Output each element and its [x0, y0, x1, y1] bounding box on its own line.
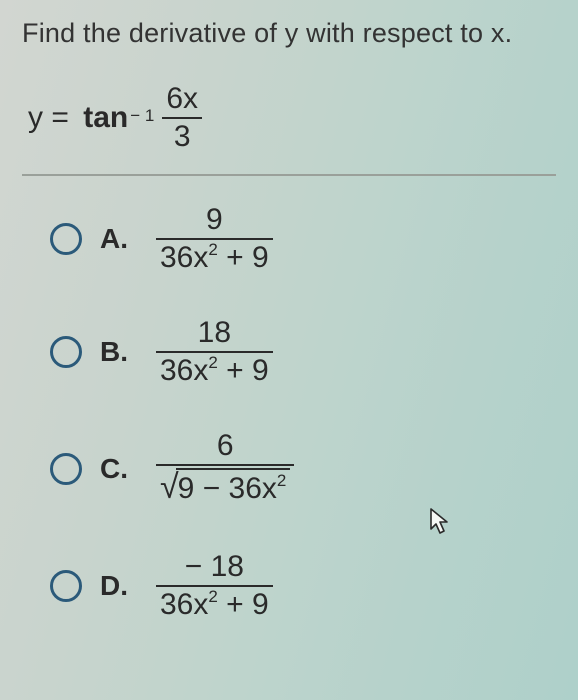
fraction-bar [162, 117, 202, 119]
given-equation: y = tan − 1 6x 3 [28, 83, 556, 152]
equation-fraction: 6x 3 [162, 83, 202, 152]
option-b[interactable]: B. 18 36x2 + 9 [50, 317, 556, 386]
answer-options: A. 9 36x2 + 9 B. 18 36x2 [50, 204, 556, 620]
radio-icon[interactable] [50, 570, 82, 602]
option-d[interactable]: D. − 18 36x2 + 9 [50, 551, 556, 620]
option-c[interactable]: C. 6 √ 9 − 36x2 [50, 430, 556, 507]
radio-icon[interactable] [50, 336, 82, 368]
radio-icon[interactable] [50, 453, 82, 485]
fraction-numerator: 6x [162, 83, 202, 115]
equation-lhs: y = [28, 101, 69, 135]
option-label: A. [100, 223, 132, 255]
option-expression: 18 36x2 + 9 [156, 317, 273, 386]
option-label: B. [100, 336, 132, 368]
equation-function: tan [83, 101, 128, 135]
option-label: D. [100, 570, 132, 602]
equation-exponent: − 1 [130, 106, 154, 126]
option-expression: − 18 36x2 + 9 [156, 551, 273, 620]
square-root: √ 9 − 36x2 [160, 468, 290, 508]
question-panel: Find the derivative of y with respect to… [0, 0, 578, 620]
question-text: Find the derivative of y with respect to… [22, 18, 556, 49]
option-expression: 6 √ 9 − 36x2 [156, 430, 294, 507]
option-label: C. [100, 453, 132, 485]
section-divider [22, 174, 556, 176]
fraction-denominator: 3 [170, 121, 195, 153]
option-a[interactable]: A. 9 36x2 + 9 [50, 204, 556, 273]
radio-icon[interactable] [50, 223, 82, 255]
radical-icon: √ [160, 470, 179, 510]
option-expression: 9 36x2 + 9 [156, 204, 273, 273]
